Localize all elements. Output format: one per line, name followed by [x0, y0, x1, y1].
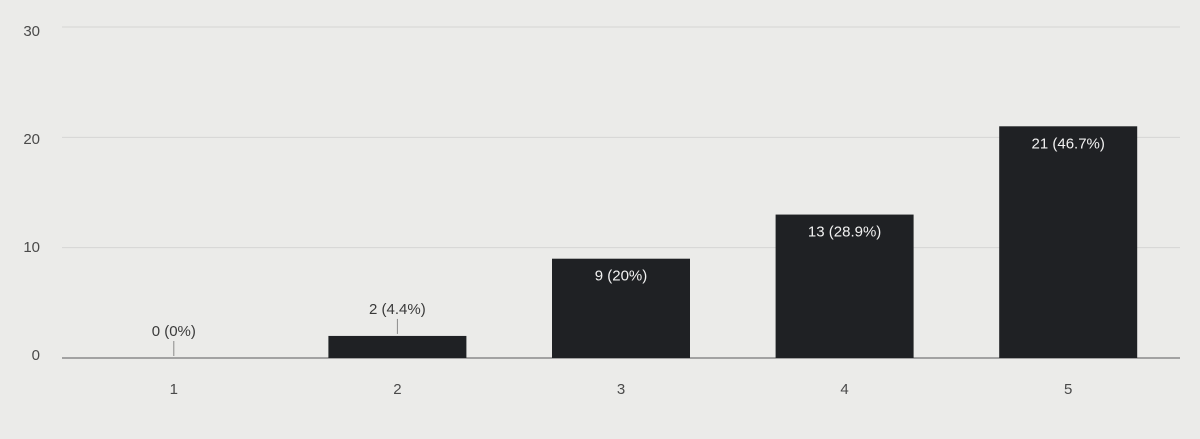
bar [328, 335, 467, 358]
data-label: 13 (28.9%) [808, 224, 881, 241]
bars [173, 126, 1138, 358]
x-tick-label: 4 [840, 381, 848, 398]
y-tick-label: 30 [23, 23, 40, 40]
y-tick-label: 0 [32, 347, 40, 364]
data-label: 0 (0%) [152, 323, 196, 340]
y-tick-label: 20 [23, 131, 40, 148]
bar [552, 258, 690, 358]
data-label: 21 (46.7%) [1032, 135, 1105, 152]
x-tick-label: 3 [617, 381, 625, 398]
bar [775, 214, 914, 358]
x-axis: 1 2 3 4 5 [170, 381, 1073, 398]
data-label: 2 (4.4%) [369, 301, 426, 318]
y-tick-label: 10 [23, 239, 40, 256]
data-label: 9 (20%) [595, 268, 648, 285]
x-tick-label: 2 [393, 381, 401, 398]
x-tick-label: 5 [1064, 381, 1072, 398]
gridlines [62, 26, 1180, 249]
data-labels: 0 (0%) 2 (4.4%) 9 (20%) 13 (28.9%) 21 (4… [152, 135, 1105, 340]
y-axis: 0 10 20 30 [23, 23, 40, 364]
bar [999, 126, 1138, 358]
x-tick-label: 1 [170, 381, 178, 398]
